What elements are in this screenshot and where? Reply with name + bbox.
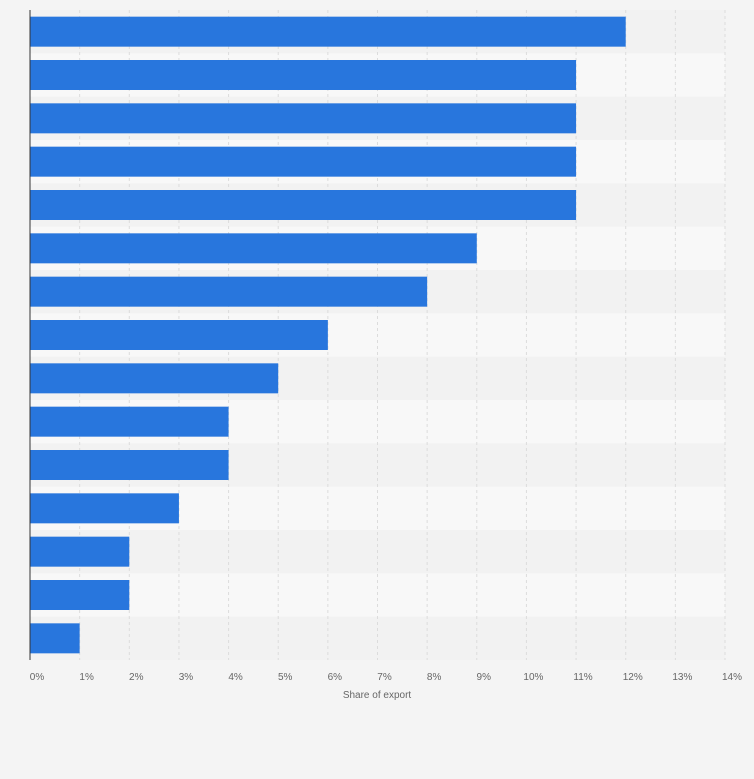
bar[interactable] [30, 233, 477, 264]
x-tick-label: 14% [722, 672, 742, 683]
x-tick-label: 9% [477, 672, 492, 683]
x-tick-label: 10% [523, 672, 543, 683]
bar[interactable] [30, 190, 577, 220]
x-tick-label: 2% [129, 672, 144, 683]
x-axis-ticks: 0% 1% 2% 3% 4% 5% 6% 7% 8% 9% 10% 11% 12% 13% 14% [30, 672, 742, 683]
bars [30, 16, 626, 654]
x-tick-label: 12% [623, 672, 643, 683]
bar[interactable] [30, 363, 279, 394]
bar[interactable] [30, 103, 577, 134]
bar[interactable] [30, 276, 428, 307]
bar[interactable] [30, 536, 130, 567]
x-tick-label: 13% [672, 672, 692, 683]
bar[interactable] [30, 16, 626, 47]
x-tick-label: 0% [30, 672, 45, 683]
bar[interactable] [30, 146, 577, 177]
x-tick-label: 8% [427, 672, 442, 683]
bar[interactable] [30, 623, 80, 654]
bar[interactable] [30, 406, 229, 437]
bar[interactable] [30, 450, 229, 480]
x-tick-label: 7% [377, 672, 392, 683]
x-tick-label: 11% [573, 672, 592, 683]
bar[interactable] [30, 493, 179, 524]
bar[interactable] [30, 60, 577, 90]
bar[interactable] [30, 320, 328, 350]
x-tick-label: 6% [328, 672, 343, 683]
x-tick-label: 5% [278, 672, 293, 683]
x-tick-label: 1% [79, 672, 94, 683]
x-tick-label: 3% [179, 672, 194, 683]
x-axis-title: Share of export [343, 690, 412, 701]
x-tick-label: 4% [228, 672, 243, 683]
bar[interactable] [30, 580, 130, 610]
